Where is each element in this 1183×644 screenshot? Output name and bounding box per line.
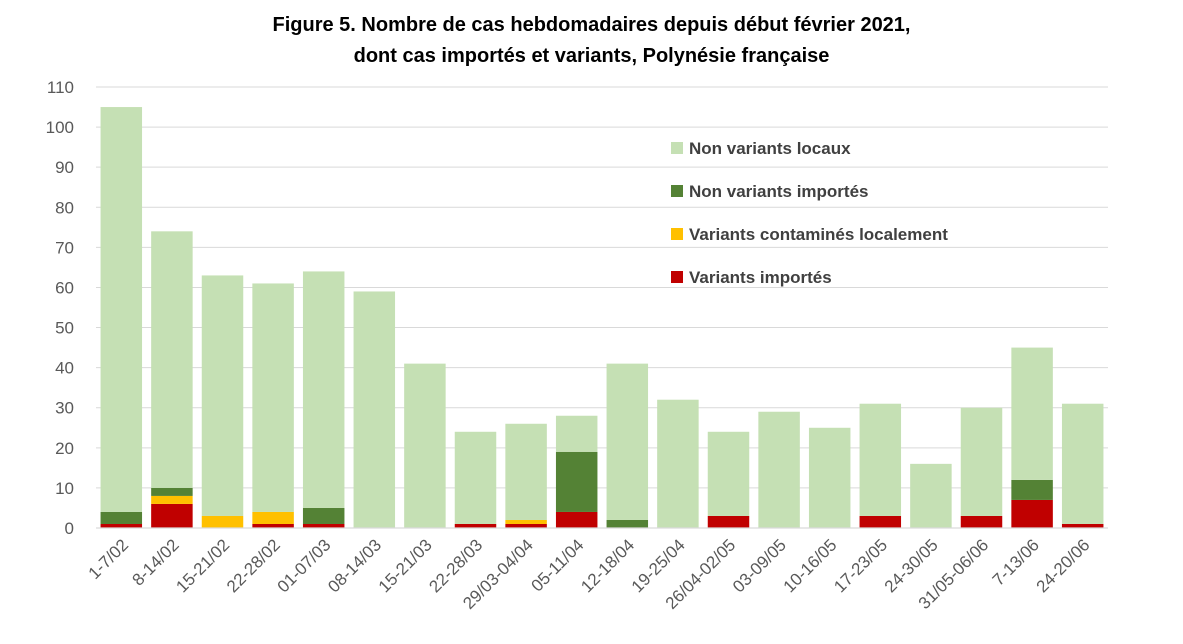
bar-segment xyxy=(505,519,547,524)
y-tick-label: 80 xyxy=(55,198,74,217)
bar-segment xyxy=(151,487,193,496)
bar-segment xyxy=(454,431,497,524)
bar-segment xyxy=(1061,403,1104,524)
bar-segment xyxy=(302,507,345,524)
bar-segment xyxy=(859,515,902,528)
x-tick-label: 05-11/04 xyxy=(528,535,588,595)
bar-segment xyxy=(1011,499,1053,528)
bar-segment xyxy=(910,463,952,528)
bar-segment xyxy=(100,523,143,528)
y-tick-label: 70 xyxy=(55,238,74,257)
bar-segment xyxy=(960,407,1003,516)
bar-segment xyxy=(353,291,396,528)
legend-label: Non variants locaux xyxy=(689,139,851,158)
bar-segment xyxy=(1011,347,1053,480)
x-tick-label: 17-23/05 xyxy=(830,535,891,596)
bar-segment xyxy=(1061,523,1104,528)
bar-segment xyxy=(252,511,294,524)
bar-segment xyxy=(252,523,294,528)
legend-swatch xyxy=(671,271,683,283)
bar-segment xyxy=(707,515,750,528)
bar-segment xyxy=(657,399,699,528)
x-tick-label: 10-16/05 xyxy=(780,535,841,596)
bar-segment xyxy=(808,427,851,528)
chart-title-line-1: Figure 5. Nombre de cas hebdomadaires de… xyxy=(272,14,911,36)
y-tick-label: 90 xyxy=(55,158,74,177)
y-tick-label: 10 xyxy=(55,479,74,498)
bar-segment xyxy=(555,451,598,512)
bar-segment xyxy=(201,275,244,516)
legend-label: Variants contaminés localement xyxy=(689,225,948,244)
bar-segment xyxy=(606,363,649,520)
legend-swatch xyxy=(671,228,683,240)
legend-label: Variants importés xyxy=(689,268,832,287)
y-tick-label: 0 xyxy=(65,519,74,538)
chart-title: Figure 5. Nombre de cas hebdomadaires de… xyxy=(0,10,1183,72)
bar-segment xyxy=(505,523,547,528)
bar-segment xyxy=(302,271,345,508)
y-tick-label: 110 xyxy=(47,78,74,97)
y-tick-label: 40 xyxy=(55,359,74,378)
legend-label: Non variants importés xyxy=(689,182,869,201)
bar-segment xyxy=(960,515,1003,528)
bar-segment xyxy=(454,523,497,528)
x-tick-label: 22-28/02 xyxy=(223,535,284,596)
bar-segment xyxy=(100,511,143,524)
x-tick-label: 01-07/03 xyxy=(274,535,335,596)
bar-segment xyxy=(151,495,193,504)
bar-segment xyxy=(606,519,649,528)
bar-segment xyxy=(151,231,193,488)
x-tick-label: 12-18/04 xyxy=(577,535,638,596)
bar-segment xyxy=(505,423,547,520)
bar-segment xyxy=(302,523,345,528)
bar-segment xyxy=(100,107,143,512)
bar-segment xyxy=(758,411,800,528)
x-tick-label: 15-21/03 xyxy=(375,535,436,596)
bar-segment xyxy=(555,511,598,528)
x-tick-label: 24-20/06 xyxy=(1033,535,1094,596)
bar-segment xyxy=(859,403,902,516)
legend-swatch xyxy=(671,185,683,197)
y-tick-label: 60 xyxy=(55,278,74,297)
bar-segment xyxy=(404,363,446,528)
x-tick-label: 08-14/03 xyxy=(324,535,385,596)
chart-title-line-2: dont cas importés et variants, Polynésie… xyxy=(353,45,830,67)
bar-segment xyxy=(151,503,193,528)
y-tick-label: 50 xyxy=(55,319,74,338)
bar-segment xyxy=(707,431,750,516)
legend-swatch xyxy=(671,142,683,154)
bar-segment xyxy=(201,515,244,528)
bar-segment xyxy=(252,283,294,512)
bar-segment xyxy=(555,415,598,452)
x-tick-label: 03-09/05 xyxy=(729,535,790,596)
x-tick-label: 15-21/02 xyxy=(172,535,233,596)
x-tick-label: 1-7/02 xyxy=(85,535,133,583)
y-tick-label: 100 xyxy=(46,118,74,137)
y-tick-label: 30 xyxy=(55,399,74,418)
bar-segment xyxy=(1011,479,1053,500)
y-tick-label: 20 xyxy=(55,439,74,458)
